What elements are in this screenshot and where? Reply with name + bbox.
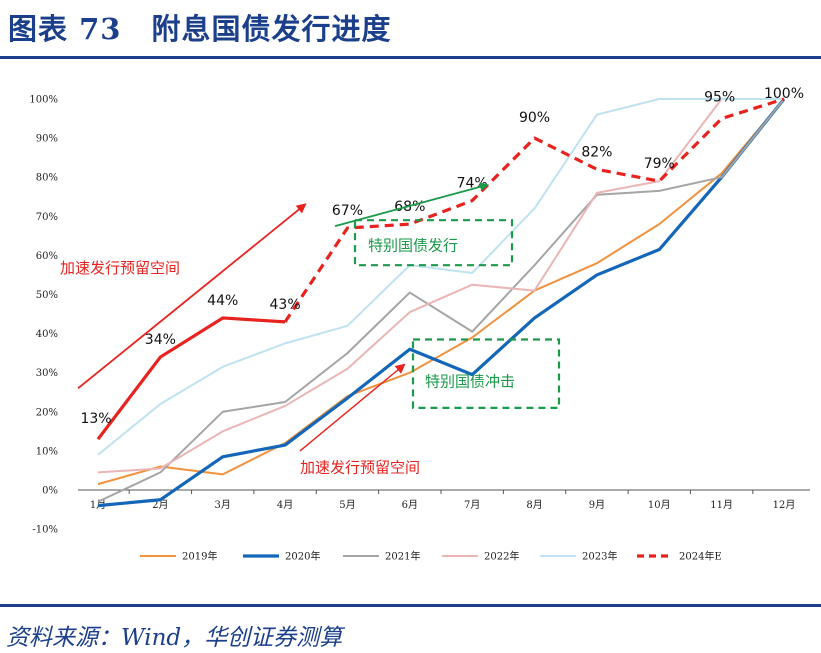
x-tick-label: 9月 [589, 499, 605, 511]
series-line [97, 98, 785, 503]
header: 图表 73 附息国债发行进度 [0, 0, 821, 62]
x-tick-label: 8月 [526, 499, 542, 511]
bottom-rule [0, 604, 821, 607]
y-tick-label: 10% [36, 446, 58, 457]
special-impact-box [411, 338, 561, 409]
series-line [97, 98, 785, 486]
annotation-accel-2: 加速发行预留空间 [300, 458, 420, 476]
series-line [97, 98, 786, 508]
data-label: 100% [764, 86, 804, 102]
data-label: 79% [644, 156, 675, 172]
y-tick-label: 60% [36, 251, 58, 262]
data-label: 90% [519, 110, 550, 126]
figure-title: 图表 73 附息国债发行进度 [8, 12, 392, 46]
series-line-2024-solid [96, 316, 286, 441]
x-tick-label: 3月 [215, 499, 231, 511]
legend-label: 2022年 [484, 550, 519, 563]
data-label: 34% [145, 332, 176, 348]
y-tick-label: 20% [36, 407, 58, 418]
data-label: 44% [207, 293, 238, 309]
data-label: 67% [332, 203, 363, 219]
y-tick-label: 30% [36, 368, 58, 379]
x-tick-label: 12月 [773, 499, 796, 511]
legend-label: 2024年E [679, 550, 722, 563]
annotation-accel-1: 加速发行预留空间 [60, 259, 180, 277]
x-tick-label: 2月 [152, 499, 168, 511]
x-tick-label: 4月 [277, 499, 293, 511]
y-tick-label: 50% [36, 290, 58, 301]
annotation-special-impact: 特别国债冲击 [425, 372, 515, 390]
y-tick-label: 70% [36, 212, 58, 223]
y-tick-label: 40% [36, 329, 58, 340]
top-rule [0, 56, 821, 59]
data-label: 13% [80, 411, 111, 427]
annotation-special-issue: 特别国债发行 [368, 237, 458, 255]
source-note: 资料来源：Wind，华创证券测算 [6, 625, 343, 651]
y-tick-label: 80% [36, 173, 58, 184]
x-tick-label: 11月 [710, 499, 733, 511]
legend-label: 2023年 [582, 550, 617, 563]
x-tick-label: 7月 [464, 499, 480, 511]
x-tick-label: 10月 [648, 499, 671, 511]
x-tick-label: 6月 [402, 499, 418, 511]
y-tick-label: 0% [42, 486, 58, 497]
accel-arrow-1 [77, 203, 307, 390]
series-line [97, 98, 784, 456]
x-tick-label: 5月 [339, 499, 355, 511]
legend-label: 2021年 [385, 550, 420, 563]
legend-label: 2020年 [285, 550, 320, 563]
data-label: 68% [394, 199, 425, 215]
data-label: 95% [704, 90, 735, 106]
y-tick-label: 90% [36, 134, 58, 145]
legend-label: 2019年 [182, 550, 217, 563]
y-tick-label: 100% [29, 95, 58, 106]
series-line [97, 98, 784, 474]
accel-arrow-2 [299, 363, 406, 452]
special-issue-box [353, 219, 514, 267]
line-chart: -10%0%10%20%30%40%50%60%70%80%90%100%1月 2… [29, 86, 810, 563]
y-tick-label: -10% [32, 525, 58, 536]
data-label: 82% [581, 144, 612, 160]
data-label: 43% [270, 297, 301, 313]
series-line-2024-dashed [283, 97, 785, 323]
